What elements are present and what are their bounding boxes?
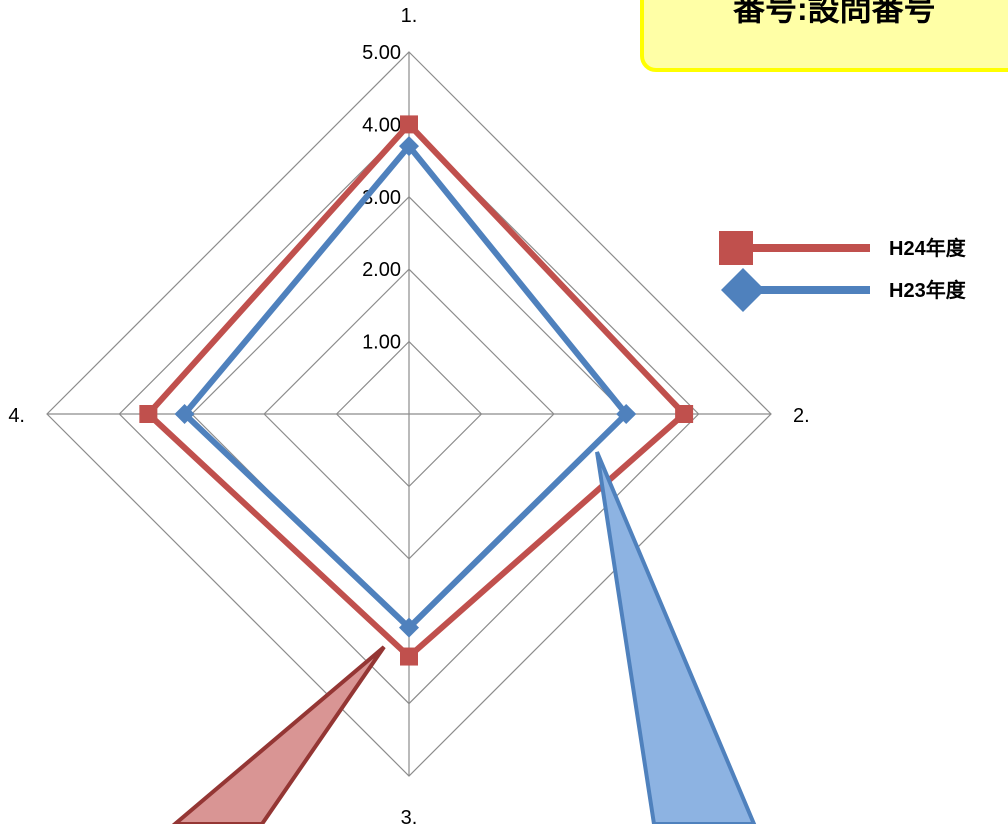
blue-pointer-callout [595,451,757,824]
series-2 [174,136,637,638]
data-point [399,136,419,157]
tick-labels: 1.002.003.004.005.00 [362,42,401,354]
data-point [616,404,637,424]
legend-marker [719,231,753,265]
axis-label: 1. [401,5,418,27]
legend: H24年度 H23年度 [719,231,967,312]
tick-label: 2.00 [362,259,401,281]
data-point [400,115,418,134]
tick-label: 1.00 [362,332,401,354]
axis-labels: 1. 2. 3. 4. [8,5,809,824]
legend-label: H23年度 [889,278,967,302]
axis-label: 4. [8,405,25,427]
callout-box: 番号:設問番号 [640,0,1008,72]
legend-marker [721,268,765,312]
tick-label: 5.00 [362,42,401,64]
tick-label: 4.00 [362,114,401,136]
data-point [139,405,158,423]
radar-grid [46,51,772,777]
data-point [675,405,694,423]
data-point [400,647,418,666]
callout-text: 番号:設問番号 [733,0,936,27]
red-pointer-callout [171,645,386,824]
axis-label: 2. [793,405,810,427]
series-1 [139,115,694,666]
axis-label: 3. [401,807,418,824]
data-point [174,404,195,424]
data-point [399,617,419,638]
legend-item: H24年度 [719,231,967,265]
series-group [139,115,694,666]
legend-label: H24年度 [889,236,967,260]
legend-item: H23年度 [721,268,967,312]
